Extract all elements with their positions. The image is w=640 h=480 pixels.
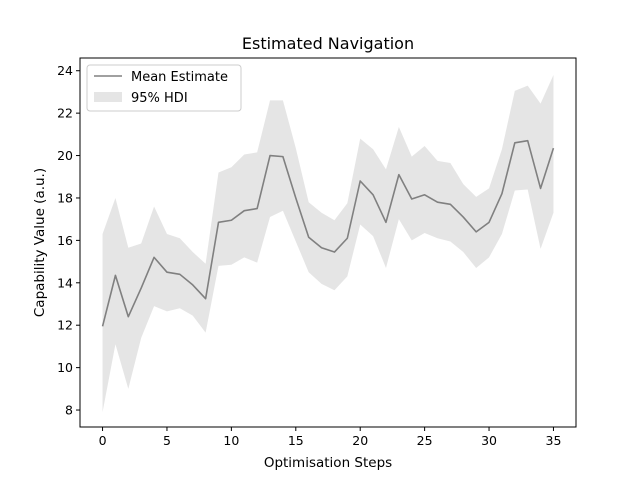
- y-tick-label-24: 24: [57, 63, 73, 78]
- x-tick-label-0: 0: [99, 433, 107, 448]
- legend: Mean Estimate 95% HDI: [86, 64, 242, 112]
- y-tick-label-16: 16: [57, 233, 73, 248]
- legend-label-mean-estimate: Mean Estimate: [131, 70, 228, 85]
- x-tick-label-10: 10: [223, 433, 239, 448]
- y-axis-label: Capability Value (a.u.): [32, 168, 48, 317]
- plot-area: [101, 74, 555, 413]
- legend-box: [86, 64, 242, 112]
- plot-frame: [79, 57, 577, 428]
- y-tick-label-10: 10: [57, 360, 73, 375]
- y-tick-label-18: 18: [57, 190, 73, 205]
- x-tick-label-30: 30: [481, 433, 497, 448]
- y-axis: 8 10 12 14 16 18 20 22 24: [57, 63, 80, 418]
- y-tick-label-14: 14: [57, 275, 73, 290]
- legend-label-95-hdi: 95% HDI: [131, 91, 188, 106]
- mean-estimate-line: [101, 139, 555, 327]
- y-tick-label-8: 8: [65, 403, 73, 418]
- y-tick-label-12: 12: [57, 318, 73, 333]
- x-tick-label-15: 15: [288, 433, 304, 448]
- x-tick-label-35: 35: [546, 433, 562, 448]
- x-tick-label-5: 5: [163, 433, 171, 448]
- x-tick-label-20: 20: [352, 433, 368, 448]
- chart-title: Estimated Navigation: [242, 34, 414, 53]
- x-tick-label-25: 25: [417, 433, 433, 448]
- hdi-band: [102, 74, 554, 413]
- y-tick-label-22: 22: [57, 106, 73, 121]
- legend-swatch-95-hdi: [94, 92, 122, 102]
- y-tick-label-20: 20: [57, 148, 73, 163]
- x-axis: 0 5 10 15 20 25 30 35: [99, 427, 562, 448]
- x-axis-label: Optimisation Steps: [264, 455, 392, 471]
